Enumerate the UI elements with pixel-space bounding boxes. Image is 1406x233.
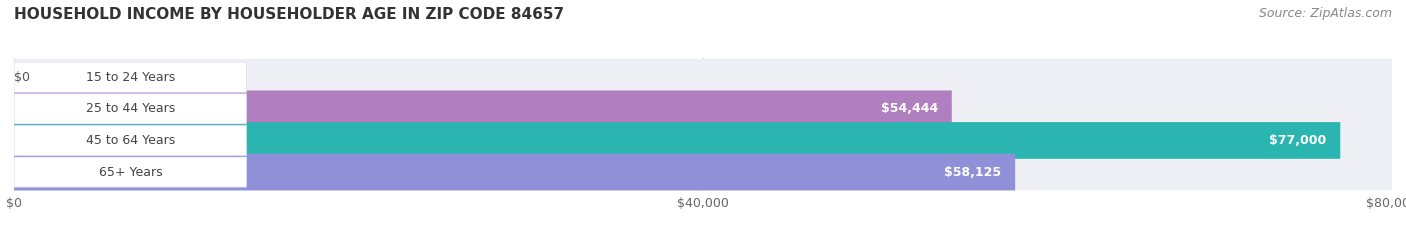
FancyBboxPatch shape [14,90,952,127]
FancyBboxPatch shape [14,122,1392,159]
FancyBboxPatch shape [14,154,1015,190]
Text: $58,125: $58,125 [945,166,1001,178]
FancyBboxPatch shape [14,90,1392,127]
Text: $77,000: $77,000 [1270,134,1326,147]
Text: $0: $0 [14,71,30,84]
Text: $54,444: $54,444 [880,102,938,115]
FancyBboxPatch shape [14,125,246,155]
FancyBboxPatch shape [14,154,1392,190]
Text: 15 to 24 Years: 15 to 24 Years [86,71,174,84]
FancyBboxPatch shape [14,122,1340,159]
FancyBboxPatch shape [14,94,246,124]
Text: HOUSEHOLD INCOME BY HOUSEHOLDER AGE IN ZIP CODE 84657: HOUSEHOLD INCOME BY HOUSEHOLDER AGE IN Z… [14,7,564,22]
FancyBboxPatch shape [14,157,246,187]
Text: 25 to 44 Years: 25 to 44 Years [86,102,174,115]
Text: Source: ZipAtlas.com: Source: ZipAtlas.com [1258,7,1392,20]
FancyBboxPatch shape [14,62,246,92]
FancyBboxPatch shape [14,59,1392,96]
Text: 45 to 64 Years: 45 to 64 Years [86,134,174,147]
Text: 65+ Years: 65+ Years [98,166,162,178]
